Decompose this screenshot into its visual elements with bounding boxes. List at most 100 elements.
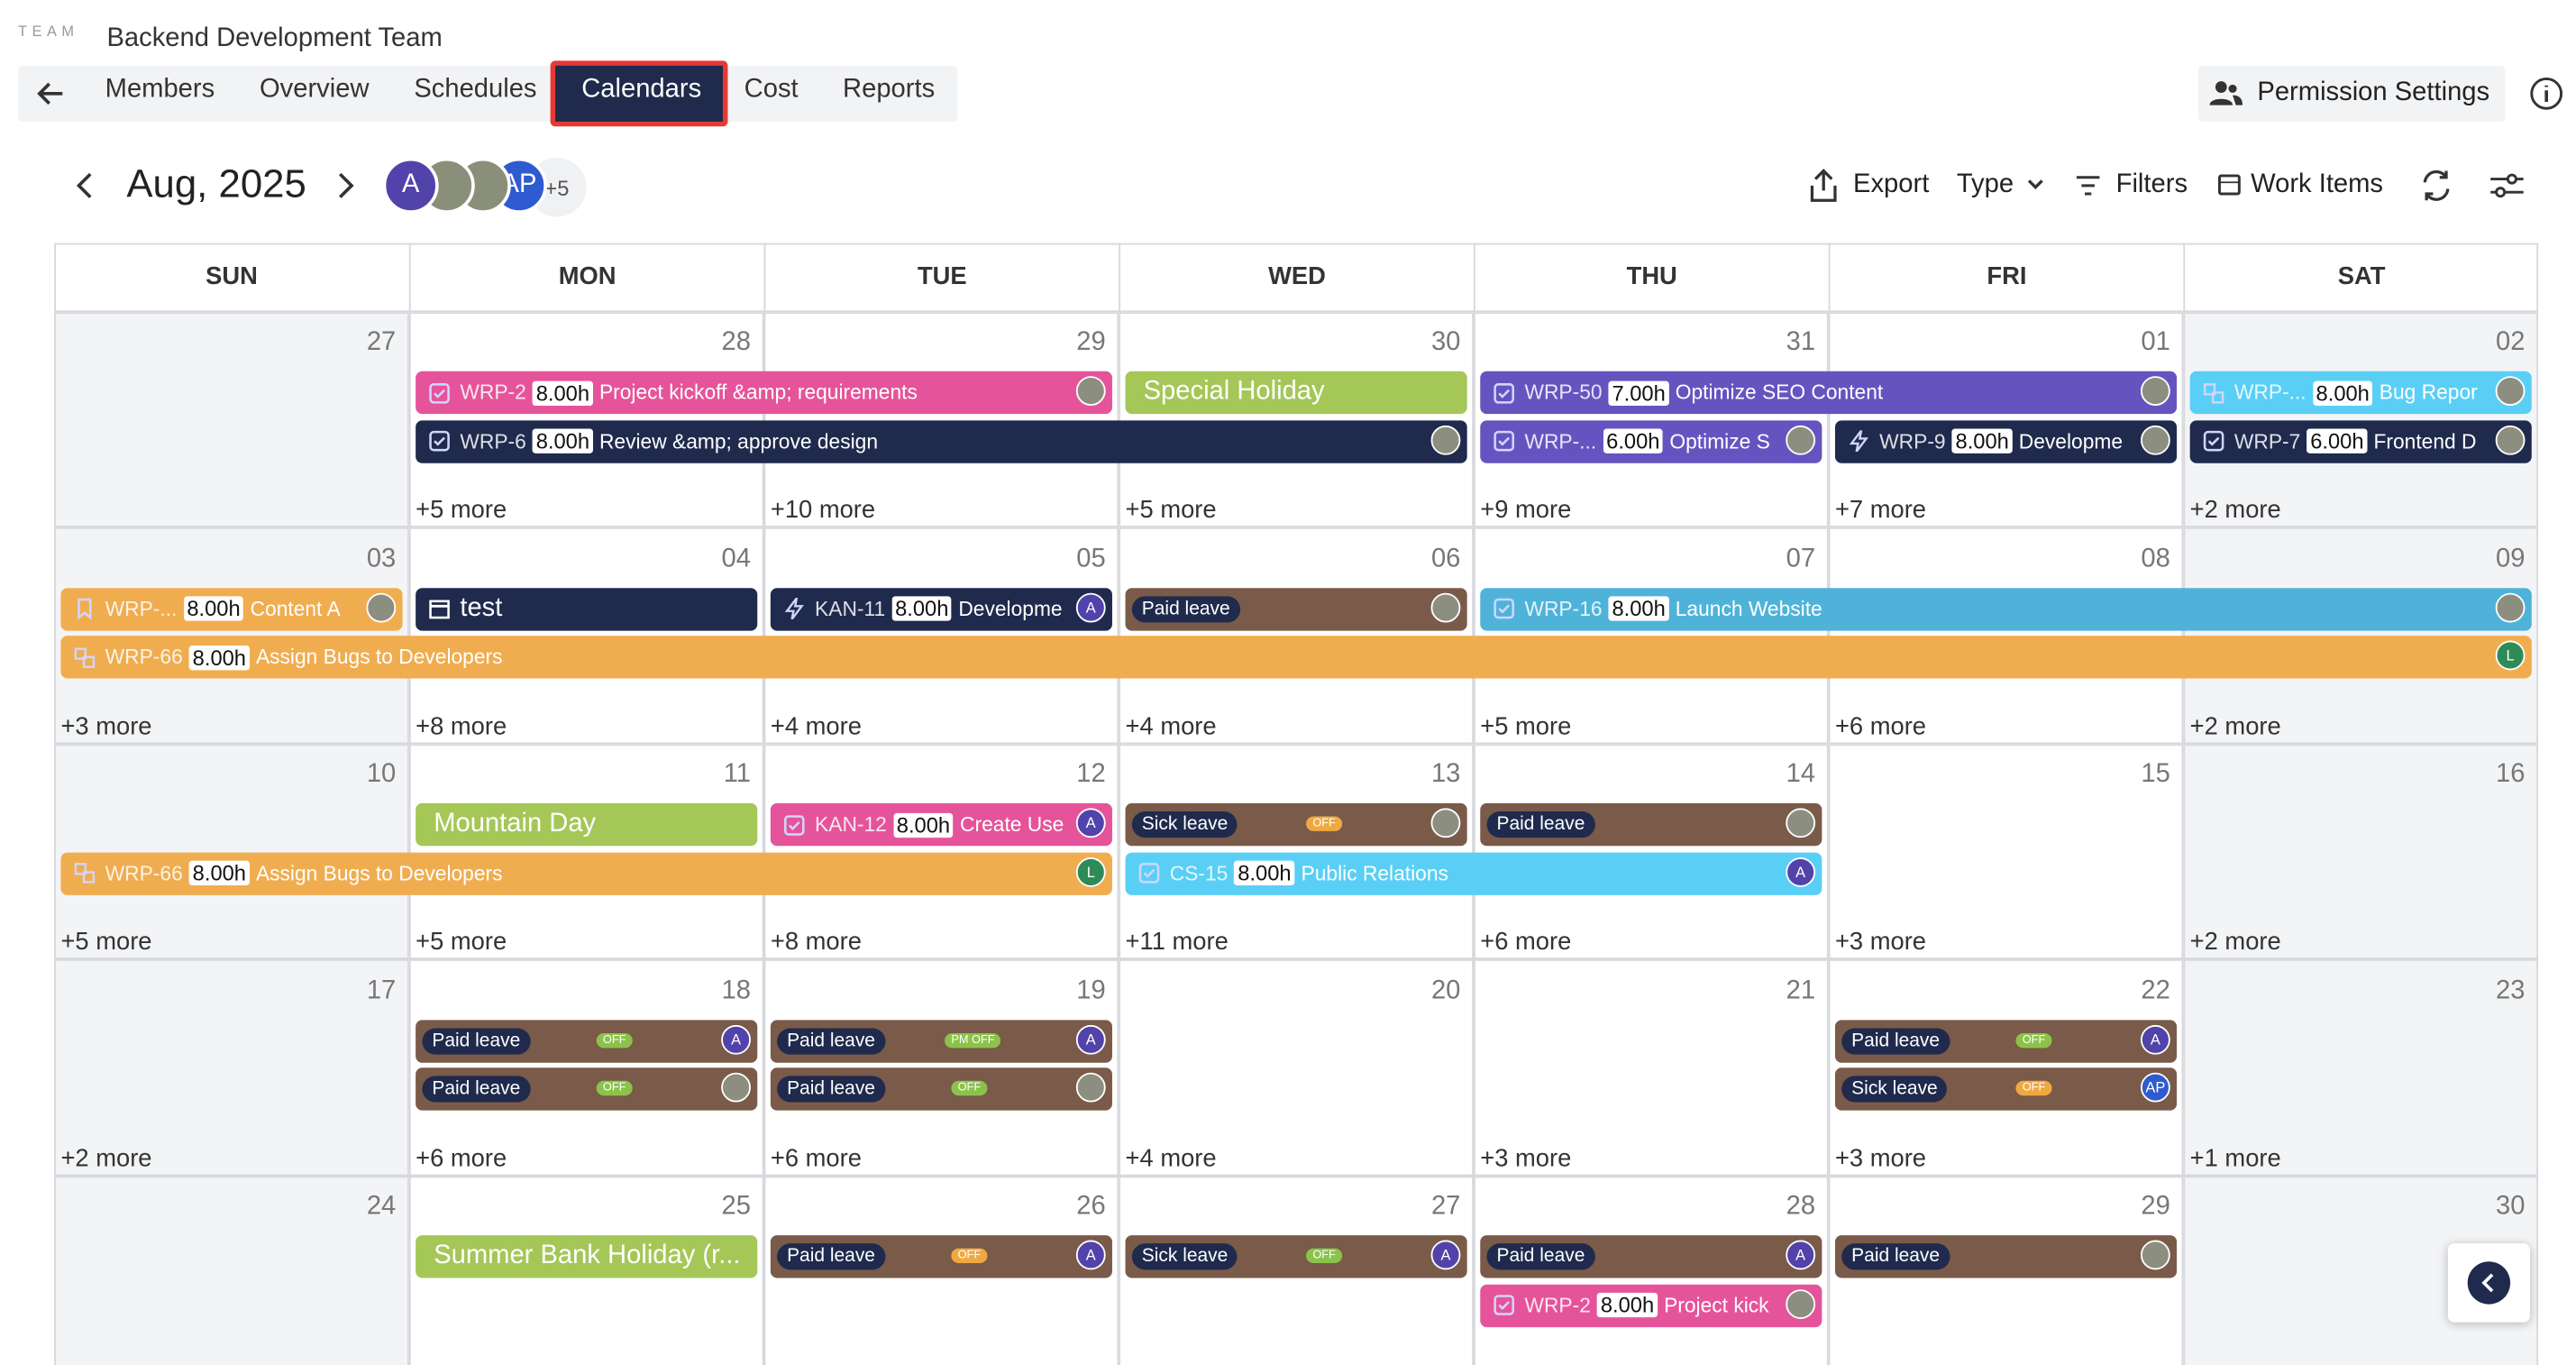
more-link[interactable]: +5 more bbox=[1480, 711, 1572, 740]
more-link[interactable]: +2 more bbox=[2189, 711, 2281, 740]
more-link[interactable]: +3 more bbox=[1834, 1143, 1927, 1172]
permission-button[interactable]: Permission Settings bbox=[2197, 65, 2506, 122]
task-title: Developme bbox=[958, 597, 1063, 620]
leave-badge: OFF bbox=[1306, 1248, 1343, 1264]
event-task[interactable]: WRP-50 7.00h Optimize SEO Content bbox=[1480, 371, 2178, 415]
task-title: Content A bbox=[250, 597, 341, 620]
leave-title: Sick leave bbox=[1131, 811, 1238, 838]
event-task[interactable]: CS-15 8.00h Public Relations A bbox=[1125, 851, 1822, 895]
event-leave[interactable]: Paid leave bbox=[1834, 1235, 2178, 1278]
event-leave[interactable]: Sick leave OFF A bbox=[1125, 1235, 1467, 1278]
weekday: FRI bbox=[1828, 243, 2184, 313]
day-cell bbox=[407, 743, 763, 959]
type-dropdown[interactable]: Type bbox=[1956, 170, 2014, 199]
assignee-avatar: A bbox=[2140, 1023, 2170, 1054]
more-link[interactable]: +3 more bbox=[1480, 1143, 1572, 1172]
export-button[interactable]: Export bbox=[1853, 170, 1930, 199]
event-leave[interactable]: Paid leave PM OFF A bbox=[770, 1019, 1112, 1062]
event-task[interactable]: KAN-11 8.00h Developme A bbox=[770, 587, 1112, 630]
day-number: 07 bbox=[1786, 544, 1816, 573]
task-icon bbox=[78, 598, 92, 619]
tab[interactable]: Calendars bbox=[581, 75, 702, 104]
more-link[interactable]: +4 more bbox=[1125, 711, 1217, 740]
tab[interactable]: Members bbox=[105, 75, 215, 104]
event-leave[interactable]: Paid leave OFF A bbox=[770, 1235, 1112, 1278]
event-task[interactable]: WRP-... 8.00h Bug Repor bbox=[2189, 371, 2532, 415]
tab[interactable]: Cost bbox=[744, 75, 799, 104]
event-leave[interactable]: Paid leave bbox=[1480, 802, 1822, 847]
day-number: 24 bbox=[366, 1192, 397, 1221]
settings-icon[interactable] bbox=[2489, 169, 2525, 202]
event-task[interactable]: KAN-12 8.00h Create Use A bbox=[770, 802, 1112, 847]
more-link[interactable]: +2 more bbox=[60, 1143, 152, 1172]
event-task[interactable]: WRP-... 8.00h Content A bbox=[60, 587, 403, 630]
more-link[interactable]: +6 more bbox=[1834, 711, 1927, 740]
more-link[interactable]: +2 more bbox=[2189, 496, 2281, 525]
more-link[interactable]: +6 more bbox=[1480, 928, 1572, 957]
more-link[interactable]: +4 more bbox=[1125, 1143, 1217, 1172]
event-task[interactable]: WRP-66 8.00h Assign Bugs to Developers L bbox=[60, 636, 2532, 679]
more-link[interactable]: +6 more bbox=[770, 1143, 862, 1172]
info-icon[interactable] bbox=[2528, 76, 2564, 112]
next-month[interactable] bbox=[332, 169, 358, 202]
task-title: Optimize S bbox=[1669, 429, 1770, 453]
task-hours: 8.00h bbox=[189, 645, 250, 670]
more-link[interactable]: +5 more bbox=[1125, 496, 1217, 525]
event-task[interactable]: WRP-2 8.00h Project kickoff &amp; requirem… bbox=[416, 371, 1112, 415]
day-cell bbox=[2182, 743, 2538, 959]
event-leave[interactable]: Sick leave OFF bbox=[1125, 802, 1467, 847]
event-leave[interactable]: Paid leave bbox=[1125, 587, 1467, 630]
work-items-button[interactable]: Work Items bbox=[2251, 170, 2384, 199]
event-task[interactable]: WRP-66 8.00h Assign Bugs to Developers L bbox=[60, 851, 1112, 895]
more-link[interactable]: +8 more bbox=[770, 928, 862, 957]
event-holiday[interactable]: Summer Bank Holiday (r... bbox=[416, 1235, 758, 1278]
tab[interactable]: Overview bbox=[259, 75, 370, 104]
more-link[interactable]: +9 more bbox=[1480, 496, 1572, 525]
event-task[interactable]: WRP-9 8.00h Developme bbox=[1834, 419, 2178, 463]
back-button[interactable] bbox=[32, 78, 69, 110]
refresh-icon[interactable] bbox=[2418, 168, 2454, 204]
more-link[interactable]: +3 more bbox=[1834, 928, 1927, 957]
assignee-photo bbox=[366, 591, 397, 622]
collapse-button[interactable] bbox=[2447, 1243, 2530, 1323]
more-link[interactable]: +7 more bbox=[1834, 496, 1927, 525]
event-leave[interactable]: Paid leave A bbox=[1480, 1235, 1822, 1278]
more-link[interactable]: +3 more bbox=[60, 711, 152, 740]
leave-title: Sick leave bbox=[1841, 1076, 1948, 1103]
more-link[interactable]: +1 more bbox=[2189, 1143, 2281, 1172]
day-number: 05 bbox=[1076, 544, 1106, 573]
active-tab-frame bbox=[550, 60, 728, 127]
event-leave[interactable]: Paid leave OFF A bbox=[416, 1019, 758, 1062]
tab[interactable]: Schedules bbox=[414, 75, 537, 104]
more-link[interactable]: +6 more bbox=[416, 1143, 507, 1172]
event-plain[interactable]: test bbox=[416, 587, 758, 630]
work-items-icon bbox=[2218, 174, 2241, 196]
event-task[interactable]: WRP-16 8.00h Launch Website bbox=[1480, 587, 2532, 630]
more-link[interactable]: +2 more bbox=[2189, 928, 2281, 957]
event-holiday[interactable]: Mountain Day bbox=[416, 802, 758, 847]
event-holiday[interactable]: Special Holiday bbox=[1125, 371, 1467, 415]
more-link[interactable]: +5 more bbox=[416, 496, 507, 525]
event-task[interactable]: WRP-2 8.00h Project kick bbox=[1480, 1283, 1822, 1327]
day-cell bbox=[53, 311, 408, 527]
more-link[interactable]: +11 more bbox=[1125, 928, 1229, 957]
filters-button[interactable]: Filters bbox=[2115, 170, 2188, 199]
event-task[interactable]: WRP-6 8.00h Review &amp; approve design bbox=[416, 419, 1467, 463]
day-number: 25 bbox=[721, 1192, 751, 1221]
event-leave[interactable]: Paid leave OFF A bbox=[1834, 1019, 2178, 1062]
event-leave[interactable]: Paid leave OFF bbox=[416, 1067, 758, 1111]
event-leave[interactable]: Paid leave OFF bbox=[770, 1067, 1112, 1111]
more-link[interactable]: +4 more bbox=[770, 711, 862, 740]
event-task[interactable]: WRP-... 6.00h Optimize S bbox=[1480, 419, 1822, 463]
more-link[interactable]: +10 more bbox=[770, 496, 876, 525]
tab[interactable]: Reports bbox=[843, 75, 936, 104]
more-link[interactable]: +5 more bbox=[416, 928, 507, 957]
task-key: WRP-2 bbox=[1524, 1293, 1591, 1317]
prev-month[interactable] bbox=[72, 169, 98, 202]
event-leave[interactable]: Sick leave OFF AP bbox=[1834, 1067, 2178, 1111]
event-task[interactable]: WRP-7 6.00h Frontend D bbox=[2189, 419, 2532, 463]
more-link[interactable]: +8 more bbox=[416, 711, 507, 740]
task-title: Project kick bbox=[1664, 1293, 1769, 1317]
more-link[interactable]: +5 more bbox=[60, 928, 152, 957]
day-number: 18 bbox=[721, 976, 751, 1005]
